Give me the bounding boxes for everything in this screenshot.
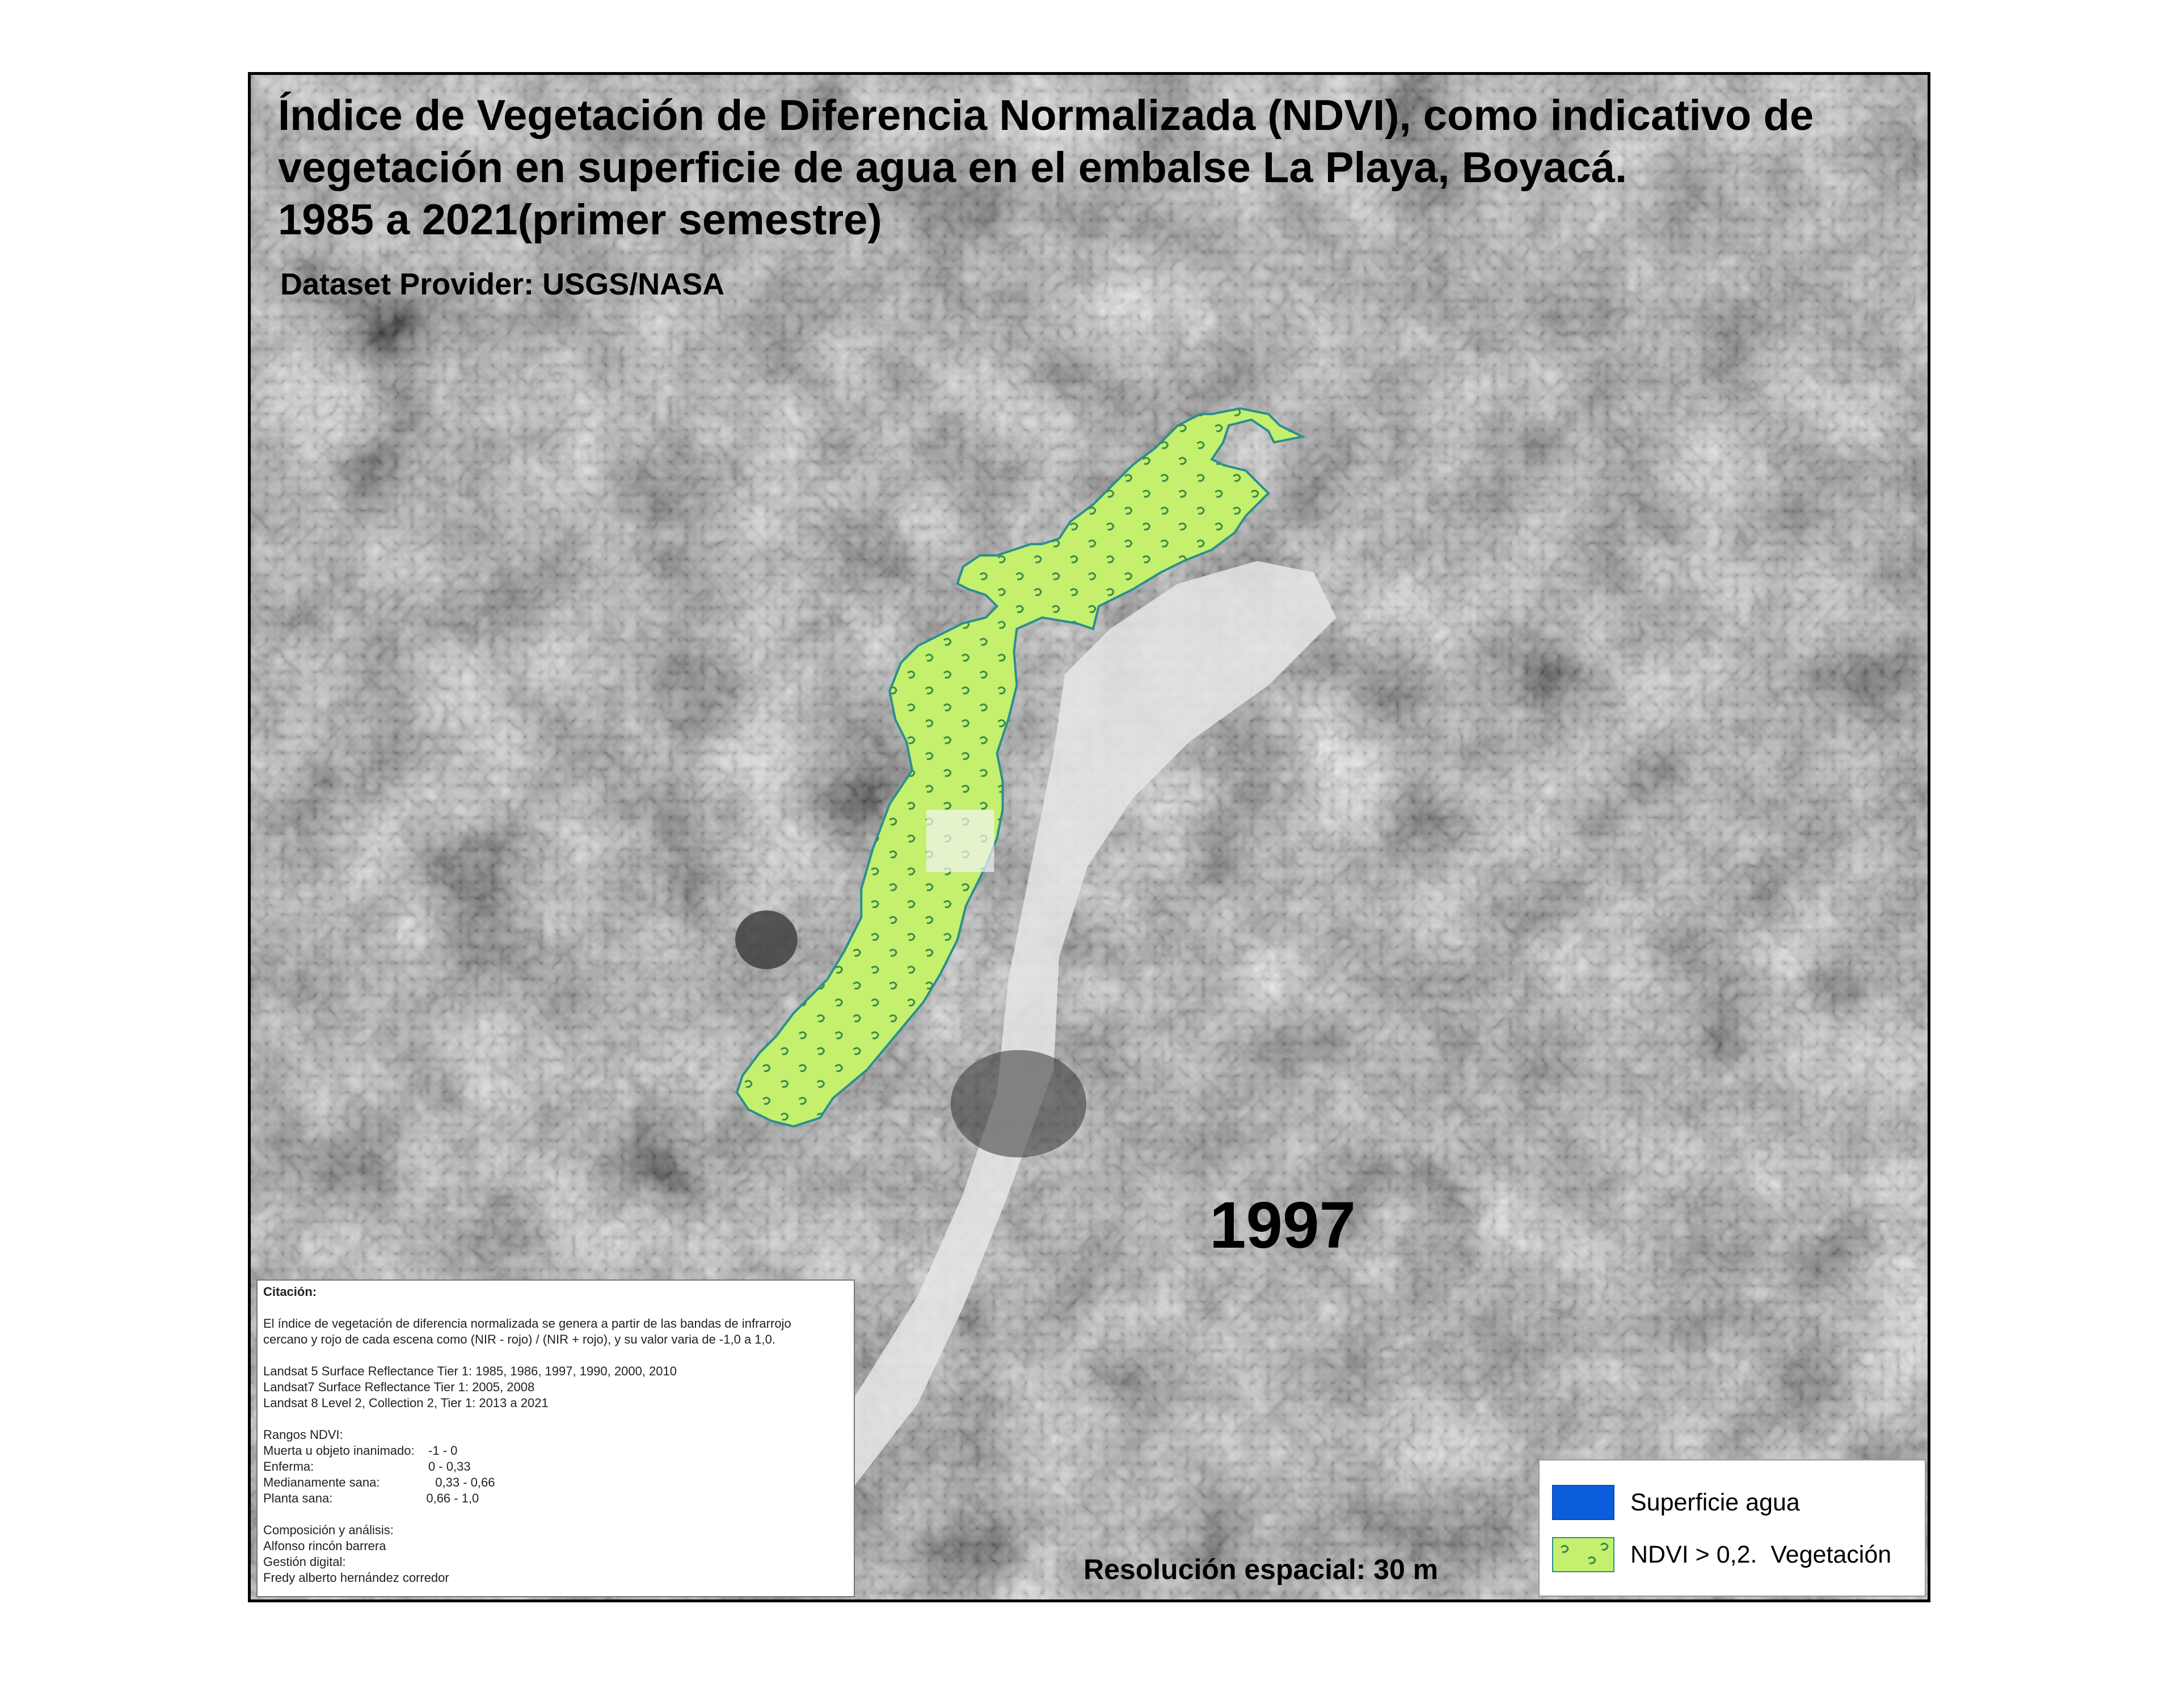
citation-line — [263, 1506, 848, 1522]
dataset-provider: Dataset Provider: USGS/NASA — [280, 267, 725, 301]
legend-label-vegetation: NDVI > 0,2. Vegetación — [1630, 1540, 1892, 1568]
citation-line: Fredy alberto hernández corredor — [263, 1571, 449, 1585]
spatial-resolution: Resolución espacial: 30 m — [1083, 1554, 1439, 1585]
citation-line: Landsat7 Surface Reflectance Tier 1: 200… — [263, 1380, 535, 1394]
map-title: Índice de Vegetación de Diferencia Norma… — [278, 91, 1814, 244]
citation-line — [263, 1300, 848, 1316]
dark-forest-patch — [950, 1050, 1087, 1157]
citation-line: El índice de vegetación de diferencia no… — [263, 1316, 791, 1331]
citation-line: Alfonso rincón barrera — [263, 1539, 386, 1553]
citation-line: Medianamente sana: 0,33 - 0,66 — [263, 1475, 495, 1489]
citation-line: Planta sana: 0,66 - 1,0 — [263, 1491, 479, 1505]
citation-line: Enferma: 0 - 0,33 — [263, 1459, 471, 1474]
citation-line: Landsat 5 Surface Reflectance Tier 1: 19… — [263, 1364, 677, 1378]
reservoir-shore — [793, 561, 1336, 1522]
white-patch — [926, 810, 994, 872]
citation-line: Composición y análisis: — [263, 1523, 394, 1537]
vegetation-area — [735, 407, 1306, 1128]
year-label: 1997 — [1209, 1188, 1356, 1262]
dark-pond — [735, 910, 798, 970]
citation-line: Landsat 8 Level 2, Collection 2, Tier 1:… — [263, 1396, 549, 1410]
citation-line — [263, 1348, 848, 1363]
legend-item-water: Superficie agua — [1552, 1482, 1800, 1523]
legend: Superficie agua NDVI > 0,2. Vegetación — [1538, 1459, 1926, 1597]
water-swatch — [1552, 1485, 1614, 1520]
citation-line — [263, 1411, 848, 1427]
map-frame[interactable]: Índice de Vegetación de Diferencia Norma… — [248, 72, 1930, 1602]
legend-item-vegetation: NDVI > 0,2. Vegetación — [1552, 1534, 1891, 1575]
citation-box: Citación: El índice de vegetación de dif… — [256, 1279, 855, 1597]
citation-heading: Citación: — [263, 1285, 317, 1299]
citation-line: Gestión digital: — [263, 1555, 346, 1569]
legend-label-water: Superficie agua — [1630, 1488, 1800, 1516]
citation-line: Muerta u objeto inanimado: -1 - 0 — [263, 1443, 458, 1458]
vegetation-swatch — [1552, 1537, 1614, 1572]
citation-line: Rangos NDVI: — [263, 1428, 343, 1442]
citation-line: cercano y rojo de cada escena como (NIR … — [263, 1332, 775, 1346]
